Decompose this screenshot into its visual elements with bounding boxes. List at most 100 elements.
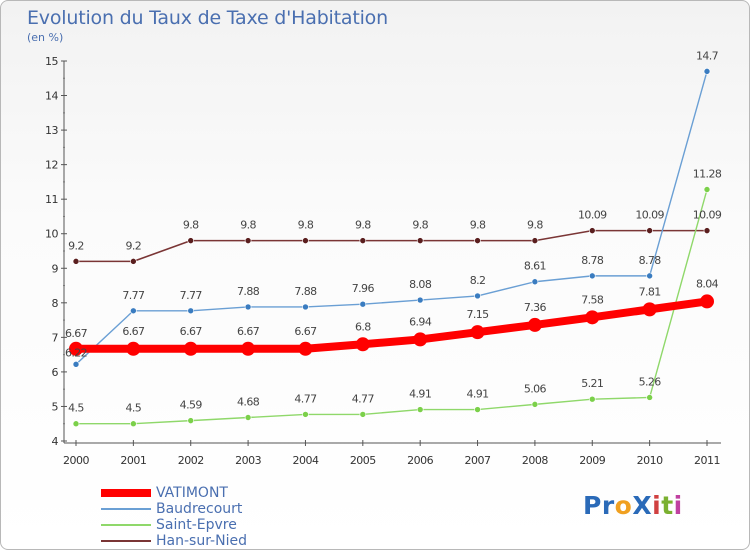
logo-letter: P (583, 491, 602, 520)
data-label-han-sur-nied: 9.8 (240, 219, 256, 232)
data-label-baudrecourt: 7.77 (180, 289, 203, 302)
data-point-baudrecourt (474, 292, 481, 300)
data-label-han-sur-nied: 9.8 (527, 219, 543, 232)
data-point-saint-epvre (130, 420, 137, 428)
data-label-baudrecourt: 14.7 (696, 49, 719, 62)
data-label-han-sur-nied: 9.8 (355, 219, 371, 232)
data-label-vatimont: 6.8 (355, 320, 371, 333)
x-tick-label: 2000 (63, 454, 89, 467)
data-point-vatimont (413, 332, 428, 347)
data-label-baudrecourt: 6.22 (65, 346, 87, 359)
data-point-saint-epvre (244, 414, 252, 421)
data-point-vatimont (700, 294, 714, 309)
data-point-vatimont (183, 341, 198, 356)
data-label-han-sur-nied: 10.09 (635, 209, 664, 222)
legend-item-baudrecourt: Baudrecourt (101, 501, 321, 517)
y-tick-label: 9 (52, 262, 59, 275)
data-label-han-sur-nied: 9.8 (183, 219, 199, 232)
data-label-vatimont: 7.15 (466, 308, 489, 321)
y-tick-label: 11 (45, 193, 58, 206)
data-point-saint-epvre (72, 420, 80, 428)
legend: VATIMONT Baudrecourt Saint-Epvre Han-sur… (101, 485, 321, 549)
data-point-saint-epvre (474, 406, 481, 413)
series-line-han-sur-nied (75, 229, 708, 263)
legend-label-vatimont: VATIMONT (156, 485, 228, 501)
x-tick-label: 2005 (350, 454, 376, 467)
data-label-saint-epvre: 4.77 (352, 392, 375, 405)
data-point-han-sur-nied (72, 258, 80, 265)
data-label-saint-epvre: 4.77 (294, 392, 317, 405)
data-point-vatimont (355, 337, 370, 352)
y-tick-label: 14 (45, 90, 58, 103)
legend-swatch-vatimont (101, 489, 151, 497)
data-label-saint-epvre: 5.06 (524, 382, 547, 395)
chart-subtitle: (en %) (27, 31, 64, 44)
data-label-han-sur-nied: 9.8 (470, 219, 486, 232)
data-point-han-sur-nied (302, 237, 309, 244)
data-label-han-sur-nied: 10.09 (693, 209, 722, 222)
data-label-baudrecourt: 8.08 (409, 278, 432, 291)
data-point-vatimont (642, 302, 657, 317)
data-point-han-sur-nied (474, 237, 481, 244)
logo-letter: r (601, 491, 615, 520)
data-label-saint-epvre: 4.91 (466, 388, 488, 401)
data-label-han-sur-nied: 9.2 (126, 239, 142, 252)
x-tick-label: 2003 (235, 454, 261, 467)
data-point-baudrecourt (588, 272, 596, 280)
data-label-baudrecourt: 7.88 (294, 285, 317, 298)
data-label-baudrecourt: 7.96 (352, 282, 375, 295)
data-label-baudrecourt: 8.2 (470, 274, 486, 287)
data-point-vatimont (298, 341, 313, 356)
data-label-han-sur-nied: 9.8 (412, 219, 428, 232)
x-tick-label: 2002 (178, 454, 204, 467)
series-line-saint-epvre (75, 188, 708, 425)
data-point-baudrecourt (359, 300, 367, 308)
x-tick-label: 2006 (407, 454, 433, 467)
data-label-baudrecourt: 8.61 (524, 260, 546, 273)
x-tick-label: 2001 (120, 454, 146, 467)
data-point-saint-epvre (588, 395, 596, 403)
data-label-vatimont: 6.67 (65, 327, 88, 340)
data-point-han-sur-nied (187, 237, 195, 244)
data-point-vatimont (126, 341, 141, 356)
data-label-saint-epvre: 4.91 (409, 388, 431, 401)
data-label-vatimont: 7.81 (639, 285, 661, 298)
data-point-saint-epvre (416, 406, 424, 413)
data-point-han-sur-nied (359, 237, 367, 244)
data-point-han-sur-nied (244, 237, 252, 244)
data-point-han-sur-nied (531, 237, 539, 244)
data-label-saint-epvre: 4.68 (237, 396, 260, 409)
legend-item-han-sur-nied: Han-sur-Nied (101, 533, 321, 549)
data-label-han-sur-nied: 10.09 (578, 209, 607, 222)
data-point-han-sur-nied (416, 237, 424, 244)
data-label-vatimont: 7.36 (524, 301, 547, 314)
x-tick-label: 2004 (292, 454, 318, 467)
chart-title: Evolution du Taux de Taxe d'Habitation (27, 7, 388, 29)
legend-swatch-baudrecourt (101, 508, 151, 510)
data-point-baudrecourt (72, 361, 80, 368)
data-label-vatimont: 6.94 (409, 315, 432, 328)
y-tick-label: 4 (52, 435, 59, 448)
data-point-han-sur-nied (588, 227, 596, 234)
data-label-saint-epvre: 5.26 (639, 375, 662, 388)
logo-letter: o (614, 491, 633, 520)
data-label-baudrecourt: 8.78 (581, 254, 604, 267)
logo-letter: t (661, 491, 674, 520)
legend-item-vatimont: VATIMONT (101, 485, 321, 501)
y-tick-label: 10 (45, 228, 58, 241)
logo-letter: X (632, 491, 653, 520)
data-point-saint-epvre (187, 417, 195, 424)
data-point-baudrecourt (302, 303, 309, 311)
y-tick-label: 8 (52, 297, 59, 310)
data-label-saint-epvre: 5.21 (581, 377, 603, 390)
data-label-han-sur-nied: 9.8 (298, 219, 314, 232)
x-tick-label: 2011 (694, 454, 720, 467)
legend-item-saint-epvre: Saint-Epvre (101, 517, 321, 533)
data-point-han-sur-nied (703, 227, 711, 234)
legend-swatch-han-sur-nied (101, 540, 151, 542)
x-tick-label: 2009 (579, 454, 605, 467)
data-point-vatimont (470, 325, 485, 340)
data-point-saint-epvre (531, 401, 539, 408)
